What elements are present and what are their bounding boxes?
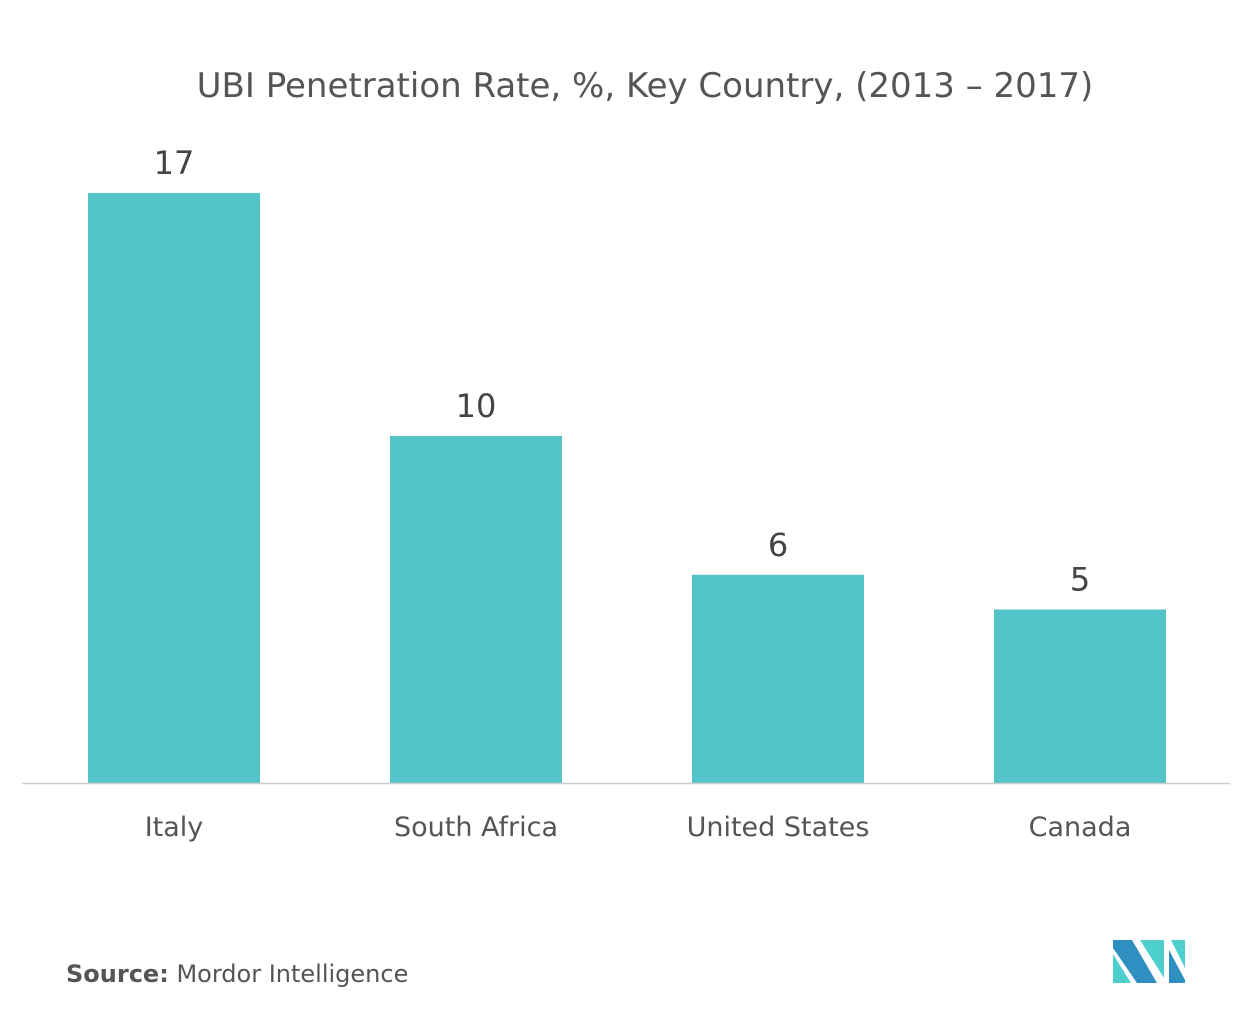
logo-shape <box>1171 940 1185 968</box>
x-tick-label: South Africa <box>394 812 558 843</box>
data-label: 6 <box>768 526 788 564</box>
data-label: 10 <box>456 387 497 425</box>
bar-united-states <box>692 574 864 783</box>
bar-canada <box>994 609 1166 783</box>
logo-shape <box>1169 950 1185 983</box>
x-tick-label: United States <box>687 812 870 843</box>
source-text: Mordor Intelligence <box>176 960 409 988</box>
logo-shape <box>1113 954 1131 983</box>
bar-south-africa <box>390 435 562 783</box>
bar-chart: UBI Penetration Rate, %, Key Country, (2… <box>22 66 1230 843</box>
x-tick-label: Italy <box>145 812 204 843</box>
bar-italy <box>88 193 260 783</box>
logo-shape <box>1113 940 1157 983</box>
mordor-logo <box>1113 940 1185 983</box>
chart-title: UBI Penetration Rate, %, Key Country, (2… <box>197 66 1094 106</box>
source-note: Source: Mordor Intelligence <box>66 960 408 988</box>
x-tick-label: Canada <box>1029 812 1132 843</box>
data-label: 5 <box>1070 560 1090 598</box>
data-label: 17 <box>154 144 195 182</box>
source-label: Source: <box>66 960 169 988</box>
logo-shape <box>1140 940 1164 978</box>
